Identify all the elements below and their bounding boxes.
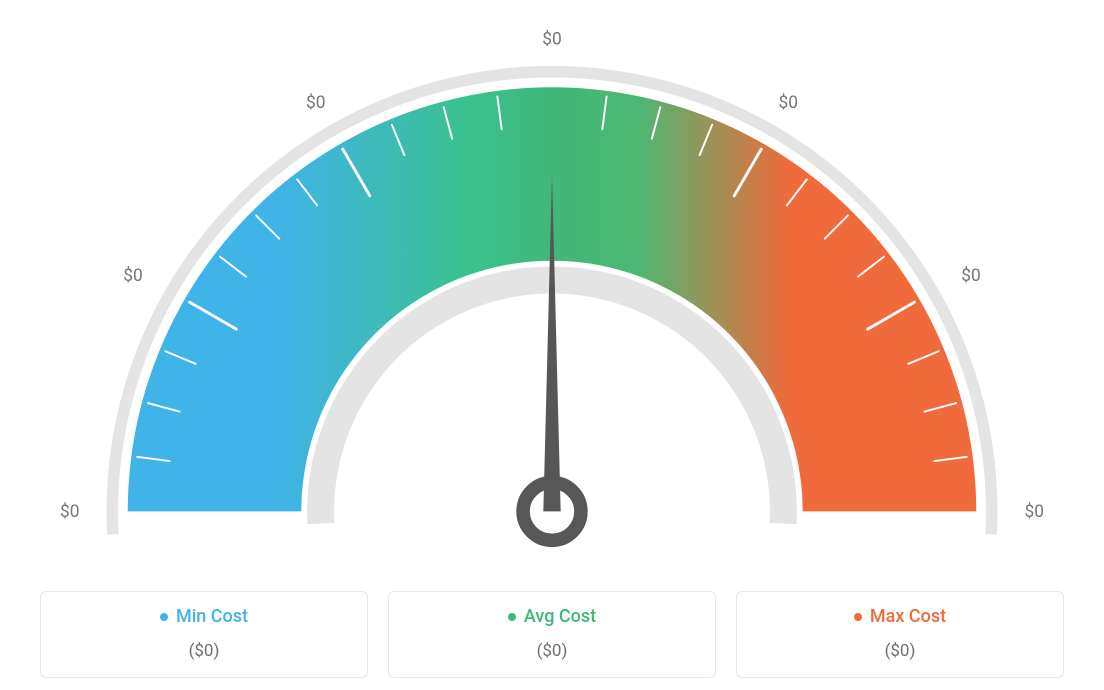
legend-max-label: Max Cost	[747, 606, 1053, 627]
gauge-cost-widget: $0 $0 $0 $0 $0 $0 $0 Min Cost ($0) Avg Cost ($…	[0, 0, 1104, 690]
gauge-scale-label: $0	[306, 93, 326, 113]
gauge-scale-label: $0	[123, 266, 142, 286]
gauge-svg: $0 $0 $0 $0 $0 $0 $0	[32, 10, 1072, 550]
gauge-scale-label: $0	[961, 266, 981, 286]
legend-min-text: Min Cost	[176, 606, 248, 627]
legend-max: Max Cost ($0)	[736, 591, 1064, 678]
gauge-scale-label: $0	[60, 502, 80, 522]
legend-min-value: ($0)	[51, 641, 357, 661]
gauge-chart: $0 $0 $0 $0 $0 $0 $0	[32, 10, 1072, 550]
legend-max-value: ($0)	[747, 641, 1053, 661]
dot-icon	[508, 613, 516, 621]
gauge-scale-label: $0	[1025, 502, 1045, 522]
legend-avg-label: Avg Cost	[399, 606, 705, 627]
legend-row: Min Cost ($0) Avg Cost ($0) Max Cost ($0…	[40, 591, 1064, 678]
dot-icon	[160, 613, 168, 621]
gauge-scale-label: $0	[542, 30, 562, 50]
legend-avg: Avg Cost ($0)	[388, 591, 716, 678]
legend-avg-value: ($0)	[399, 641, 705, 661]
dot-icon	[854, 613, 862, 621]
legend-max-text: Max Cost	[870, 606, 946, 627]
legend-avg-text: Avg Cost	[524, 606, 596, 627]
legend-min-label: Min Cost	[51, 606, 357, 627]
gauge-scale-label: $0	[779, 93, 799, 113]
legend-min: Min Cost ($0)	[40, 591, 368, 678]
